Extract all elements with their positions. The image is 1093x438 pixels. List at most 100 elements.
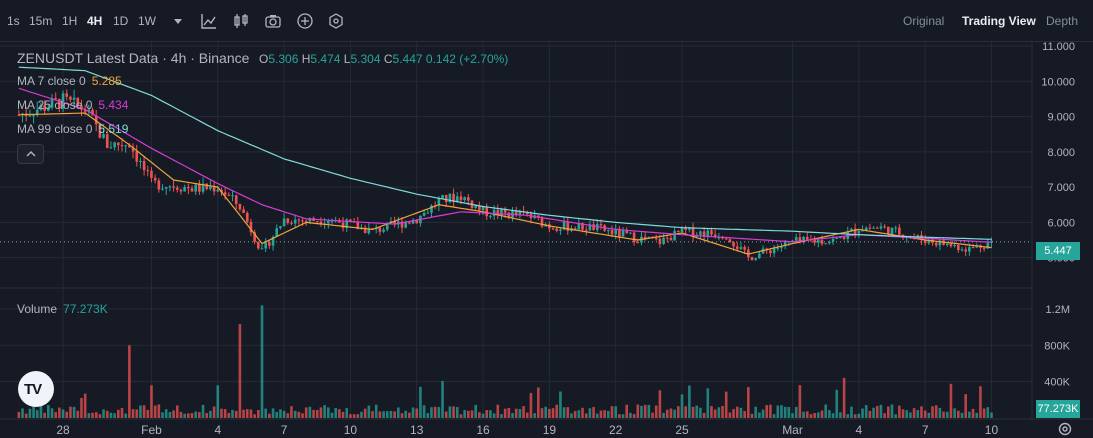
volume-bar (341, 411, 345, 418)
drawing-tools-icon[interactable] (200, 12, 218, 30)
volume-bar (249, 409, 253, 418)
volume-bar (695, 405, 699, 418)
volume-bar (485, 410, 489, 418)
timeframe-15m[interactable]: 15m (29, 14, 53, 28)
timeframe-4h[interactable]: 4H (87, 14, 103, 28)
candlestick-chart[interactable]: 11.00010.0009.0008.0007.0006.0005.0001.2… (0, 42, 1093, 438)
candle-body (783, 241, 787, 247)
candle-body (945, 243, 949, 245)
volume-bar (286, 413, 290, 418)
timeframe-dropdown-icon[interactable] (169, 12, 187, 30)
candle-body (894, 227, 897, 229)
time-tick-label: 25 (675, 423, 689, 437)
volume-bar (982, 408, 986, 418)
candle-body (448, 193, 452, 203)
candle-body (500, 208, 503, 216)
candle-body (367, 228, 371, 234)
volume-bar (658, 390, 662, 418)
view-original[interactable]: Original (903, 14, 945, 28)
candle-body (927, 239, 931, 244)
candle-body (400, 221, 404, 228)
volume-bar (923, 410, 927, 418)
candle-body (198, 184, 201, 192)
candle-body (607, 230, 610, 232)
volume-bar (772, 414, 776, 418)
collapse-legend-button[interactable] (17, 144, 44, 164)
volume-bar (397, 407, 400, 418)
volume-bar (632, 414, 636, 418)
volume-bar (385, 411, 389, 418)
volume-bar (945, 411, 949, 418)
volume-bar (654, 405, 658, 418)
volume-bar (448, 406, 452, 418)
volume-bar (588, 408, 592, 418)
candle-body (588, 224, 592, 231)
volume-bar (437, 407, 441, 418)
volume-bar (699, 407, 702, 418)
ma99-value: 5.519 (98, 122, 129, 136)
candle-body (489, 215, 492, 217)
candle-body (481, 206, 485, 211)
volume-bar (794, 406, 798, 418)
volume-bar (139, 405, 142, 418)
tradingview-logo[interactable]: TV (18, 371, 54, 407)
volume-bar (216, 385, 220, 418)
candle-body (842, 237, 846, 239)
volume-bar (879, 404, 883, 418)
gear-icon[interactable] (1057, 421, 1073, 437)
volume-bar (24, 413, 28, 418)
volume-bar (581, 407, 584, 418)
volume-bar (363, 408, 367, 418)
candle-body (953, 245, 956, 247)
open-value: 5.306 (268, 52, 299, 66)
volume-bar (323, 405, 326, 418)
volume-bar (349, 414, 352, 418)
volume-bar (938, 407, 942, 418)
volume-bar (820, 410, 824, 418)
volume-bar (927, 412, 931, 418)
camera-icon[interactable] (264, 12, 282, 30)
candle-body (168, 186, 172, 188)
volume-bar (190, 413, 194, 418)
candle-body (514, 211, 518, 215)
candle-body (835, 238, 839, 240)
volume-bar (949, 383, 953, 418)
timeframe-1h[interactable]: 1H (62, 14, 78, 28)
indicators-icon[interactable] (232, 12, 250, 30)
volume-bar (798, 385, 802, 418)
volume-bar (109, 412, 113, 418)
volume-bar (503, 408, 507, 418)
volume-bar (909, 412, 912, 418)
volume-bar (743, 411, 746, 418)
volume-bar (607, 410, 610, 418)
add-icon[interactable] (296, 12, 314, 30)
candle-body (393, 221, 396, 225)
volume-bar (872, 407, 875, 418)
ma25-legend: MA 25 close 0 5.434 (17, 98, 128, 112)
candle-body (39, 105, 43, 110)
candle-body (629, 232, 632, 234)
volume-bar (817, 412, 820, 418)
volume-bar (441, 380, 444, 418)
timeframe-1d[interactable]: 1D (113, 14, 129, 28)
candle-body (872, 227, 875, 229)
volume-bar (640, 405, 643, 418)
timeframe-1w[interactable]: 1W (138, 14, 156, 28)
volume-bar (599, 410, 603, 418)
volume-bar (183, 413, 186, 418)
timeframe-1s[interactable]: 1s (7, 14, 20, 28)
volume-bar (393, 411, 396, 418)
high-label: H (301, 52, 311, 66)
view-depth[interactable]: Depth (1046, 14, 1079, 28)
view-trading-view[interactable]: Trading View (962, 14, 1036, 28)
candle-body (610, 230, 614, 235)
candle-body (349, 219, 352, 222)
volume-bar (308, 406, 312, 418)
candle-body (643, 236, 647, 239)
candle-body (861, 230, 864, 232)
volume-bar (875, 406, 879, 418)
volume-bar (330, 412, 334, 418)
volume-bar (172, 410, 175, 418)
volume-tick-label: 1.2M (1046, 304, 1070, 316)
settings-hex-icon[interactable] (327, 12, 345, 30)
